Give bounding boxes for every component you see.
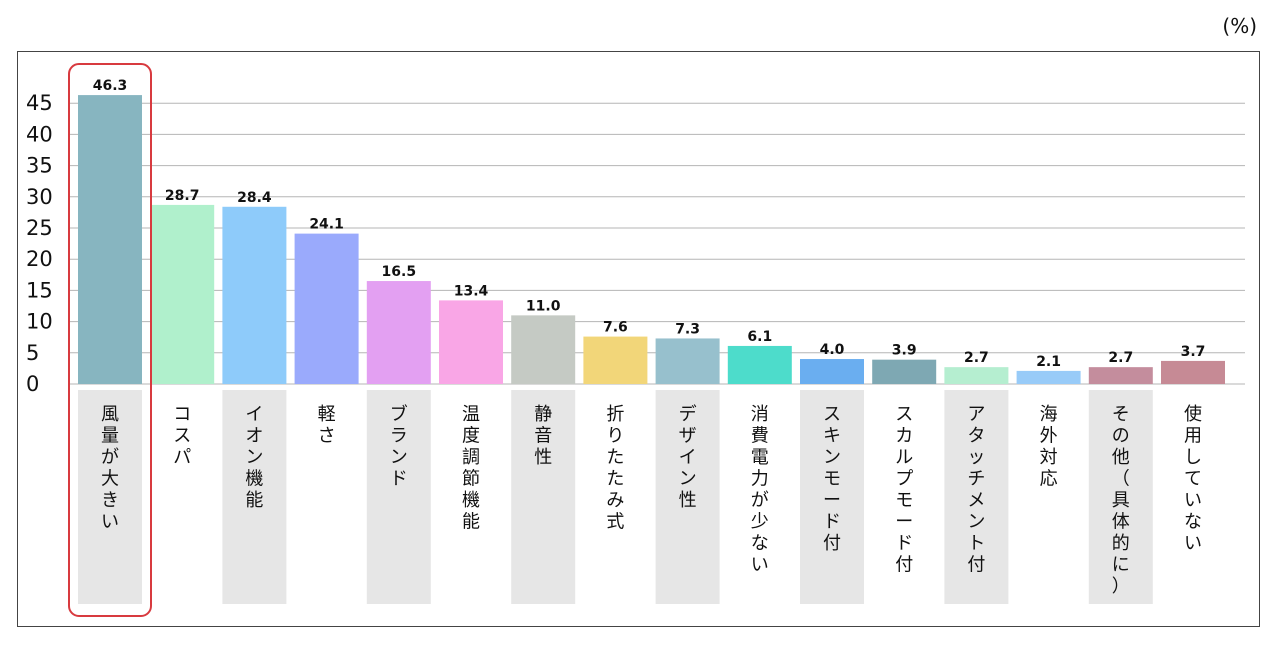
bar (800, 359, 864, 384)
category-label-band (655, 390, 720, 604)
category-label: スカルプモード付 (895, 404, 913, 576)
bar (222, 206, 287, 384)
y-tick-label: 10 (26, 310, 53, 334)
bar (1016, 370, 1081, 384)
category-label: 海外対応 (1040, 404, 1058, 490)
y-tick-label: 20 (26, 247, 53, 271)
y-tick-label: 0 (26, 372, 39, 396)
y-tick-label: 25 (26, 216, 53, 240)
value-label: 16.5 (382, 264, 417, 280)
category-label: コスパ (173, 404, 191, 468)
unit-label: (%) (1222, 14, 1257, 38)
value-label: 6.1 (747, 329, 772, 345)
category-label: 温度調節機能 (462, 404, 480, 533)
y-tick-label: 35 (26, 154, 53, 178)
bar (294, 233, 359, 384)
category-label-band (800, 390, 864, 604)
category-label-band (1088, 390, 1153, 604)
category-label: ブランド (390, 403, 408, 490)
category-label: スキンモード付 (823, 404, 841, 554)
bar (439, 300, 503, 384)
value-label: 24.1 (309, 217, 344, 233)
value-label: 4.0 (820, 342, 845, 358)
category-label: 風量が大きい (101, 404, 119, 533)
bar (78, 95, 142, 384)
highlight-frame (68, 63, 152, 617)
category-label-band (366, 390, 431, 604)
value-label: 7.6 (603, 320, 628, 336)
category-label-band (511, 390, 576, 604)
bar (1088, 367, 1153, 384)
y-tick-label: 5 (26, 341, 39, 365)
category-label: アタッチメント付 (967, 404, 985, 576)
category-label-band (944, 390, 1009, 604)
value-label: 2.7 (964, 350, 989, 366)
y-tick-label: 30 (26, 185, 53, 209)
value-label: 28.7 (165, 188, 200, 204)
category-label: 折りたたみ式 (606, 404, 624, 533)
category-label: イオン機能 (245, 404, 263, 511)
value-label: 28.4 (237, 190, 272, 206)
bar (944, 367, 1009, 384)
category-label: デザイン性 (679, 404, 697, 511)
value-label: 2.7 (1108, 350, 1133, 366)
y-tick-label: 15 (26, 278, 53, 302)
value-label: 2.1 (1036, 354, 1061, 370)
bar (655, 338, 720, 384)
category-label: 軽さ (318, 404, 336, 447)
value-label: 11.0 (526, 298, 561, 314)
bar (150, 204, 215, 384)
bar (872, 359, 937, 384)
y-tick-label: 40 (26, 122, 53, 146)
category-label-band (222, 390, 287, 604)
bar (366, 281, 431, 384)
bar (511, 315, 576, 384)
bar (727, 345, 792, 384)
value-label: 3.9 (892, 343, 917, 359)
value-label: 7.3 (675, 321, 700, 337)
category-label: 静音性 (534, 404, 552, 468)
bar (583, 336, 648, 384)
value-label: 3.7 (1181, 344, 1206, 360)
category-label-band (78, 390, 142, 604)
value-label: 46.3 (93, 78, 128, 94)
category-label: その他（具体的に） (1112, 404, 1130, 597)
category-label: 使用していない (1184, 404, 1202, 554)
value-label: 13.4 (454, 283, 489, 299)
bar (1161, 360, 1225, 384)
category-label: 消費電力が少ない (751, 404, 769, 576)
chart-frame (17, 51, 1260, 627)
y-tick-label: 45 (26, 91, 53, 115)
